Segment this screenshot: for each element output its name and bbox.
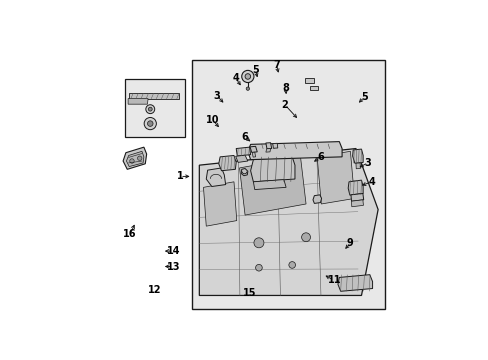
Text: 7: 7 bbox=[272, 60, 279, 70]
Text: 4: 4 bbox=[367, 177, 374, 187]
Text: 12: 12 bbox=[147, 285, 161, 294]
Text: 1: 1 bbox=[176, 171, 183, 181]
Polygon shape bbox=[253, 180, 285, 190]
Bar bbox=[192, 60, 384, 309]
Text: 6: 6 bbox=[242, 132, 248, 142]
Polygon shape bbox=[265, 149, 270, 152]
Polygon shape bbox=[126, 151, 143, 167]
Bar bbox=[309, 86, 317, 90]
Polygon shape bbox=[128, 99, 148, 104]
Circle shape bbox=[129, 159, 134, 163]
Polygon shape bbox=[352, 149, 363, 163]
Circle shape bbox=[288, 262, 295, 268]
Text: 8: 8 bbox=[282, 83, 288, 93]
Text: 6: 6 bbox=[317, 152, 324, 162]
Text: 4: 4 bbox=[232, 73, 239, 83]
Polygon shape bbox=[350, 193, 363, 201]
Text: 3: 3 bbox=[213, 91, 220, 100]
Polygon shape bbox=[265, 143, 271, 149]
Text: 11: 11 bbox=[327, 275, 340, 285]
Polygon shape bbox=[312, 195, 321, 203]
Polygon shape bbox=[272, 143, 277, 148]
Circle shape bbox=[144, 117, 156, 130]
Circle shape bbox=[244, 74, 250, 79]
Polygon shape bbox=[206, 168, 225, 186]
Polygon shape bbox=[347, 180, 363, 195]
Text: 5: 5 bbox=[360, 92, 367, 102]
Polygon shape bbox=[351, 200, 363, 207]
Circle shape bbox=[255, 264, 262, 271]
Text: 14: 14 bbox=[166, 246, 180, 256]
Text: 2: 2 bbox=[281, 100, 288, 110]
Text: 10: 10 bbox=[206, 115, 219, 125]
Polygon shape bbox=[123, 147, 146, 169]
Polygon shape bbox=[355, 163, 360, 169]
Polygon shape bbox=[235, 155, 247, 162]
Circle shape bbox=[301, 233, 310, 242]
Polygon shape bbox=[239, 157, 305, 215]
Polygon shape bbox=[199, 149, 377, 296]
Polygon shape bbox=[218, 156, 236, 171]
Bar bbox=[125, 79, 184, 138]
Text: 3: 3 bbox=[364, 158, 371, 167]
Polygon shape bbox=[317, 151, 354, 204]
Polygon shape bbox=[236, 147, 250, 156]
Text: 15: 15 bbox=[242, 288, 255, 298]
Polygon shape bbox=[252, 152, 255, 157]
Text: 13: 13 bbox=[166, 261, 180, 271]
Polygon shape bbox=[249, 146, 257, 152]
Polygon shape bbox=[337, 275, 372, 291]
Text: 16: 16 bbox=[123, 229, 137, 239]
Circle shape bbox=[145, 105, 154, 114]
Circle shape bbox=[245, 87, 249, 90]
Text: 5: 5 bbox=[251, 65, 258, 75]
Text: 9: 9 bbox=[346, 238, 353, 248]
Circle shape bbox=[147, 121, 153, 126]
Bar bbox=[304, 78, 313, 84]
Polygon shape bbox=[129, 93, 178, 99]
Circle shape bbox=[253, 238, 264, 248]
Polygon shape bbox=[241, 168, 247, 176]
Polygon shape bbox=[203, 182, 236, 226]
Circle shape bbox=[148, 107, 152, 111]
Polygon shape bbox=[247, 141, 342, 159]
Circle shape bbox=[241, 70, 253, 82]
Polygon shape bbox=[250, 157, 294, 182]
Circle shape bbox=[137, 156, 142, 161]
